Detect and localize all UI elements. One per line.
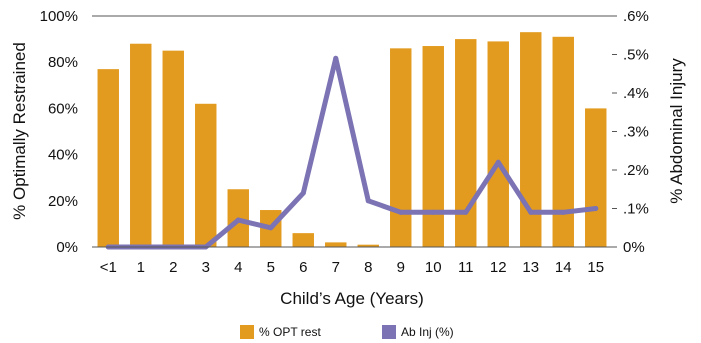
y2-tick-label: .3% [623, 124, 649, 141]
bar [292, 233, 314, 247]
y-tick-label: 80% [48, 54, 78, 71]
legend-swatch-bars [240, 325, 254, 339]
x-tick-label: 9 [397, 259, 405, 276]
x-tick-label: 13 [522, 259, 539, 276]
bar [325, 242, 347, 247]
legend-swatch-line [382, 325, 396, 339]
x-tick-label: 14 [555, 259, 572, 276]
bar [195, 103, 217, 247]
x-tick-label: 10 [425, 259, 442, 276]
y2-tick-label: .5% [623, 47, 649, 64]
x-tick-label: 5 [267, 259, 275, 276]
line-point [463, 209, 469, 215]
y-tick-label: 20% [48, 193, 78, 210]
y-axis-title: % Optimally Restrained [10, 42, 29, 220]
x-tick-label: 8 [364, 259, 372, 276]
legend: % OPT rest Ab Inj (%) [240, 325, 454, 339]
x-tick-label: 3 [202, 259, 210, 276]
bar [162, 50, 184, 248]
x-tick-label: 7 [332, 259, 340, 276]
line-point [495, 159, 501, 165]
x-tick-label: <1 [100, 259, 117, 276]
line-point [398, 209, 404, 215]
legend-label-bars: % OPT rest [259, 325, 321, 339]
line-point [235, 217, 241, 223]
line-point [365, 198, 371, 204]
line-point [430, 209, 436, 215]
y-tick-label: 40% [48, 147, 78, 164]
bar [422, 46, 444, 247]
line-point [528, 209, 534, 215]
x-tick-label: 11 [458, 259, 474, 276]
y2-axis-title: % Abdominal Injury [667, 58, 686, 204]
x-tick-label: 12 [490, 259, 507, 276]
y-tick-label: 0% [56, 239, 78, 256]
bar [130, 43, 152, 247]
bar [487, 41, 509, 247]
right-axis: 0% .1% .2% .3% .4% .5% .6% [612, 8, 649, 256]
bar [455, 39, 477, 247]
x-tick-label: 4 [234, 259, 242, 276]
bar [357, 244, 379, 247]
y2-tick-label: .2% [623, 162, 649, 179]
line-point [268, 225, 274, 231]
legend-label-line: Ab Inj (%) [401, 325, 454, 339]
y-tick-label: 100% [40, 8, 78, 25]
x-tick-label: 15 [587, 259, 604, 276]
x-tick-label: 2 [169, 259, 177, 276]
y-tick-label: 60% [48, 100, 78, 117]
y2-tick-label: 0% [623, 239, 645, 256]
bar [520, 32, 542, 247]
x-axis: <1 1 2 3 4 5 6 7 8 9 10 11 12 13 14 15 [92, 246, 612, 276]
x-tick-label: 6 [299, 259, 307, 276]
bar [390, 48, 412, 248]
line-point [593, 206, 599, 211]
y2-tick-label: .6% [623, 8, 649, 25]
bar [585, 108, 607, 248]
bar-series [97, 32, 607, 248]
x-axis-title: Child’s Age (Years) [280, 289, 424, 308]
line-point [300, 190, 306, 196]
line-point [560, 209, 566, 215]
x-tick-label: 1 [137, 259, 145, 276]
line-point [333, 55, 339, 61]
y2-tick-label: .1% [623, 201, 649, 218]
bar [552, 36, 574, 247]
y2-tick-label: .4% [623, 85, 649, 102]
left-axis: 0% 20% 40% 60% 80% 100% [40, 8, 612, 256]
bar [97, 69, 119, 247]
